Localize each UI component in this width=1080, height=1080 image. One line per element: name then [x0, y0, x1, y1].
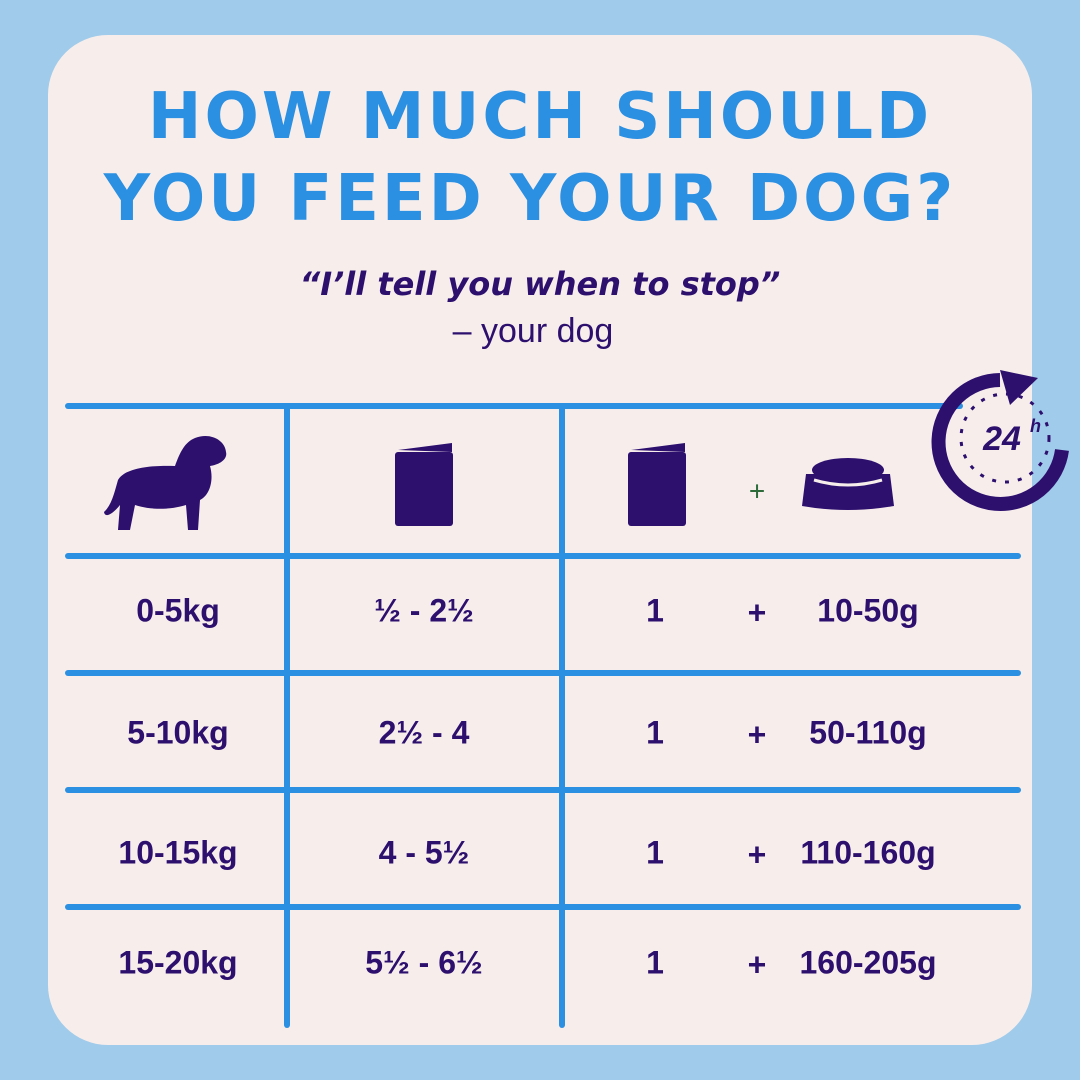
- weight-cell: 15-20kg: [118, 944, 237, 980]
- pouches-cell: 4 - 5½: [379, 834, 470, 870]
- pouch-count-cell: 1: [646, 592, 664, 628]
- plus-cell: +: [748, 946, 767, 982]
- header-plus: +: [749, 475, 765, 506]
- pouch-count-cell: 1: [646, 714, 664, 750]
- badge-unit: h: [1030, 416, 1041, 436]
- dry-food-cell: 10-50g: [817, 592, 918, 628]
- bowl-icon: [802, 458, 894, 510]
- pouch-icon: [395, 443, 453, 526]
- dry-food-cell: 110-160g: [800, 834, 935, 870]
- weight-cell: 10-15kg: [118, 834, 237, 870]
- badge-number: 24: [982, 420, 1021, 458]
- pouches-cell: 5½ - 6½: [365, 944, 482, 980]
- plus-cell: +: [748, 836, 767, 872]
- pouches-cell: ½ - 2½: [374, 592, 474, 628]
- plus-cell: +: [748, 594, 767, 630]
- weight-cell: 0-5kg: [136, 592, 220, 628]
- table-grid: [65, 403, 1021, 1028]
- title-line: HOW MUCH SHOULD: [148, 80, 932, 154]
- quote: “I’ll tell you when to stop”: [300, 265, 781, 303]
- weight-cell: 5-10kg: [127, 714, 228, 750]
- title-line: YOU FEED YOUR DOG?: [103, 162, 956, 236]
- dog-icon: [104, 435, 227, 530]
- pouches-cell: 2½ - 4: [379, 714, 470, 750]
- attribution: – your dog: [453, 312, 614, 350]
- pouch-icon: [628, 443, 686, 526]
- table-body: 0-5kg ½ - 2½ 1 +10-50g 5-10kg 2½ - 4 1 +50-110g…: [118, 592, 936, 982]
- badge-24h: 24 h: [931, 370, 1069, 511]
- dry-food-cell: 50-110g: [809, 714, 926, 750]
- pouch-count-cell: 1: [646, 944, 664, 980]
- plus-cell: +: [748, 716, 767, 752]
- dry-food-cell: 160-205g: [800, 944, 937, 980]
- pouch-count-cell: 1: [646, 834, 664, 870]
